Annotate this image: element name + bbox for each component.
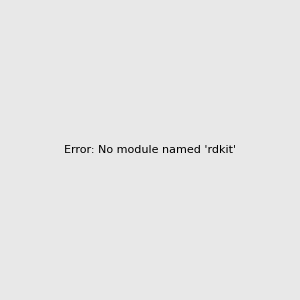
Text: Error: No module named 'rdkit': Error: No module named 'rdkit' (64, 145, 236, 155)
